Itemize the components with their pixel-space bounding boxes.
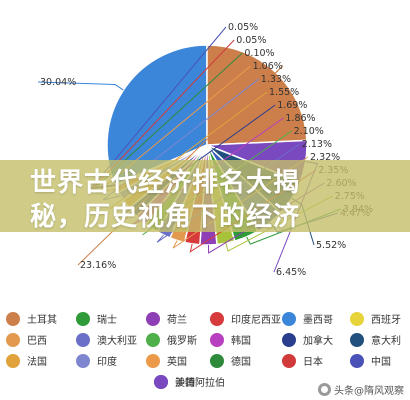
legend-label: 澳大利亚: [97, 336, 137, 347]
watermark-text: 头条@隋风观察: [334, 386, 404, 397]
legend-item: 土耳其: [6, 311, 57, 326]
legend-label: 墨西哥: [303, 315, 333, 326]
pie-data-label: 1.06%: [253, 61, 283, 72]
legend-item: 英国: [146, 353, 187, 368]
legend-swatch: [210, 353, 224, 368]
legend-item: 加拿大: [282, 332, 333, 347]
title-banner-text: 世界古代经济排名大揭 秘，历史视角下的经济: [30, 166, 400, 234]
legend-swatch: [146, 353, 160, 368]
legend-swatch: [350, 311, 364, 326]
title-line-2: 秘，历史视角下的经济: [30, 202, 301, 232]
legend-swatch: [210, 332, 224, 347]
legend-label: 中国: [371, 357, 391, 368]
legend-swatch: [6, 353, 20, 368]
title-banner: [0, 160, 410, 232]
legend-swatch: [76, 353, 90, 368]
legend-swatch: [282, 353, 296, 368]
legend-label: 美国: [175, 378, 195, 389]
legend-item: 西班牙: [350, 311, 401, 326]
pie-data-label: 23.16%: [80, 260, 116, 271]
legend-item: 瑞士: [76, 311, 117, 326]
legend-item: 印度: [76, 353, 117, 368]
pie-data-label: 0.05%: [236, 35, 266, 46]
legend-label: 德国: [231, 357, 251, 368]
pie-chart-svg: 30.04%23.16%6.45%5.52%4.47%3.84%2.75%2.6…: [37, 22, 373, 278]
legend-item: 印度尼西亚: [210, 311, 281, 326]
pie-data-label: 0.05%: [228, 22, 258, 33]
legend-label: 印度: [97, 357, 117, 368]
legend-label: 沙特阿拉伯: [175, 378, 225, 389]
legend-item: 墨西哥: [282, 311, 333, 326]
legend-item: 荷兰: [146, 311, 187, 326]
pie-data-label: 2.10%: [294, 126, 324, 137]
legend-item: 法国: [6, 353, 47, 368]
chart-legend: 土耳其 瑞士 荷兰 印度尼西亚 墨西哥 西班牙巴西 澳大利亚 俄罗斯 韩国 加拿大 意大利法国 印度 英…: [6, 305, 410, 395]
legend-item: 日本: [282, 353, 323, 368]
legend-item: 意大利: [350, 332, 401, 347]
pie-leader-line: [37, 81, 124, 91]
legend-label: 日本: [303, 357, 323, 368]
legend-item: 中国: [350, 353, 391, 368]
legend-swatch: [282, 332, 296, 347]
watermark-logo-icon: [318, 383, 331, 396]
legend-label: 法国: [27, 357, 47, 368]
legend-item: 沙特阿拉伯: [154, 374, 225, 389]
legend-label: 俄罗斯: [167, 336, 197, 347]
title-line-1: 世界古代经济排名大揭: [30, 168, 301, 198]
legend-item: 俄罗斯: [146, 332, 197, 347]
legend-label: 意大利: [371, 336, 401, 347]
pie-data-label: 1.55%: [269, 87, 299, 98]
legend-label: 瑞士: [97, 315, 117, 326]
pie-data-label: 1.33%: [261, 74, 291, 85]
legend-swatch: [350, 353, 364, 368]
legend-label: 土耳其: [27, 315, 57, 326]
legend-label: 加拿大: [303, 336, 333, 347]
legend-label: 印度尼西亚: [231, 315, 281, 326]
pie-data-label: 30.04%: [40, 77, 76, 88]
legend-swatch: [76, 332, 90, 347]
pie-data-label: 2.13%: [302, 139, 332, 150]
legend-label: 巴西: [27, 336, 47, 347]
pie-data-label: 1.86%: [285, 113, 315, 124]
legend-swatch: [154, 374, 168, 389]
pie-data-label: 5.52%: [316, 240, 346, 251]
legend-label: 西班牙: [371, 315, 401, 326]
legend-item: 德国: [210, 353, 251, 368]
pie-data-label: 0.10%: [244, 48, 274, 59]
legend-swatch: [6, 332, 20, 347]
pie-data-label: 1.69%: [277, 100, 307, 111]
legend-swatch: [146, 311, 160, 326]
legend-item: 韩国: [210, 332, 251, 347]
legend-swatch: [6, 311, 20, 326]
watermark: 头条@隋风观察: [318, 382, 404, 397]
legend-label: 英国: [167, 357, 187, 368]
pie-data-label: 6.45%: [276, 267, 306, 278]
legend-item: 澳大利亚: [76, 332, 137, 347]
pie-data-label: 2.32%: [310, 152, 340, 163]
legend-swatch: [350, 332, 364, 347]
legend-swatch: [76, 311, 90, 326]
pie-chart: 30.04%23.16%6.45%5.52%4.47%3.84%2.75%2.6…: [37, 22, 373, 278]
legend-swatch: [210, 311, 224, 326]
legend-item: 巴西: [6, 332, 47, 347]
legend-swatch: [146, 332, 160, 347]
legend-label: 荷兰: [167, 315, 187, 326]
legend-swatch: [282, 311, 296, 326]
legend-label: 韩国: [231, 336, 251, 347]
